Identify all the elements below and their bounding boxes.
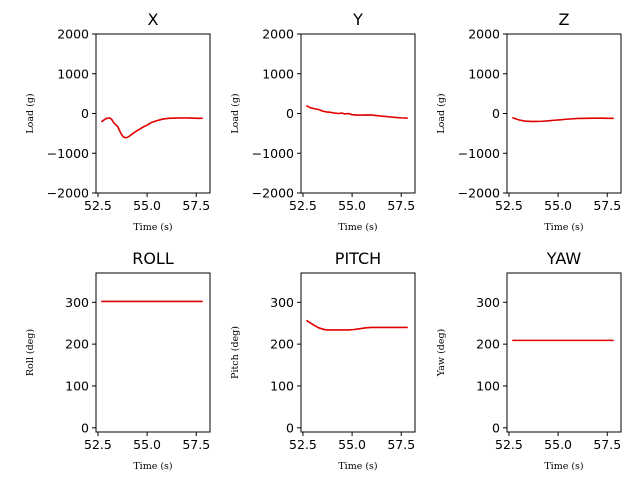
y-axis-label: Load (g) <box>230 93 241 133</box>
y-tick-label: 300 <box>65 295 89 310</box>
y-tick-label: −1000 <box>47 146 89 161</box>
axes-frame <box>95 33 211 194</box>
x-tick-label: 57.5 <box>182 198 210 213</box>
x-tick-label: 57.5 <box>387 437 415 452</box>
y-axis-label: Yaw (deg) <box>436 329 447 378</box>
y-tick-label: 0 <box>492 420 500 435</box>
y-tick-label: −2000 <box>458 186 500 201</box>
y-tick-label: 200 <box>65 337 89 352</box>
y-tick-label: −2000 <box>47 186 89 201</box>
series-line <box>101 117 203 139</box>
x-axis-label: Time (s) <box>338 461 377 472</box>
x-tick-label: 52.5 <box>84 437 112 452</box>
y-tick-label: −2000 <box>252 186 294 201</box>
axes-frame <box>506 33 622 194</box>
x-tick-label: 57.5 <box>593 198 621 213</box>
series-line <box>306 319 408 331</box>
y-tick-label: 300 <box>476 295 500 310</box>
y-tick-label: 100 <box>270 378 294 393</box>
y-tick-label: 0 <box>286 106 294 121</box>
subplot-roll: ROLL 52.5 55.0 57.5 0 100 200 300 Time (s) Roll (… <box>25 249 211 472</box>
y-tick-label: 2000 <box>262 27 294 42</box>
series-line <box>306 105 408 119</box>
subplot-yaw: YAW 52.5 55.0 57.5 0 100 200 300 Time (s) Yaw (de… <box>436 249 622 472</box>
axes-frame <box>300 33 416 194</box>
x-tick-label: 57.5 <box>182 437 210 452</box>
x-axis-label: Time (s) <box>133 461 172 472</box>
y-axis-label: Load (g) <box>436 93 447 133</box>
y-tick-label: 1000 <box>262 66 294 81</box>
x-tick-label: 55.0 <box>544 437 572 452</box>
x-axis-label: Time (s) <box>338 222 377 233</box>
x-axis-label: Time (s) <box>133 222 172 233</box>
series-line <box>512 117 614 123</box>
chart-title: Z <box>559 10 570 29</box>
axes-frame <box>506 272 622 433</box>
axes-frame <box>95 272 211 433</box>
y-tick-label: 1000 <box>468 66 500 81</box>
chart-title: X <box>148 10 159 29</box>
y-tick-label: 0 <box>492 106 500 121</box>
axes-frame <box>300 272 416 433</box>
y-tick-label: 100 <box>65 378 89 393</box>
y-tick-label: −1000 <box>458 146 500 161</box>
x-tick-label: 57.5 <box>387 198 415 213</box>
chart-title: ROLL <box>132 249 174 268</box>
subplot-y: Y 52.5 55.0 57.5 −2000 −1000 0 1000 2000 Time (s)… <box>230 10 416 233</box>
x-tick-label: 52.5 <box>84 198 112 213</box>
x-tick-label: 52.5 <box>289 198 317 213</box>
x-tick-label: 55.0 <box>544 198 572 213</box>
y-tick-label: −1000 <box>252 146 294 161</box>
x-axis-label: Time (s) <box>544 461 583 472</box>
x-tick-label: 52.5 <box>495 437 523 452</box>
y-tick-label: 100 <box>476 378 500 393</box>
chart-title: YAW <box>546 249 582 268</box>
y-axis-label: Roll (deg) <box>25 329 36 376</box>
y-tick-label: 0 <box>81 106 89 121</box>
subplot-pitch: PITCH 52.5 55.0 57.5 0 100 200 300 Time (s) Pitch… <box>230 249 416 472</box>
chart-title: PITCH <box>335 249 381 268</box>
chart-title: Y <box>352 10 363 29</box>
y-tick-label: 200 <box>476 337 500 352</box>
subplot-x: X 52.5 55.0 57.5 −2000 −1000 0 1000 2000 Time (s)… <box>25 10 211 233</box>
y-tick-label: 200 <box>270 337 294 352</box>
x-tick-label: 55.0 <box>338 437 366 452</box>
x-tick-label: 52.5 <box>495 198 523 213</box>
x-axis-label: Time (s) <box>544 222 583 233</box>
y-tick-label: 1000 <box>57 66 89 81</box>
y-axis-label: Load (g) <box>25 93 36 133</box>
y-tick-label: 0 <box>286 420 294 435</box>
subplot-z: Z 52.5 55.0 57.5 −2000 −1000 0 1000 2000 Time (s)… <box>436 10 622 233</box>
y-tick-label: 300 <box>270 295 294 310</box>
y-tick-label: 2000 <box>57 27 89 42</box>
y-tick-label: 2000 <box>468 27 500 42</box>
x-tick-label: 55.0 <box>338 198 366 213</box>
x-tick-label: 55.0 <box>133 437 161 452</box>
x-tick-label: 55.0 <box>133 198 161 213</box>
x-tick-label: 52.5 <box>289 437 317 452</box>
y-tick-label: 0 <box>81 420 89 435</box>
x-tick-label: 57.5 <box>593 437 621 452</box>
y-axis-label: Pitch (deg) <box>230 326 241 379</box>
